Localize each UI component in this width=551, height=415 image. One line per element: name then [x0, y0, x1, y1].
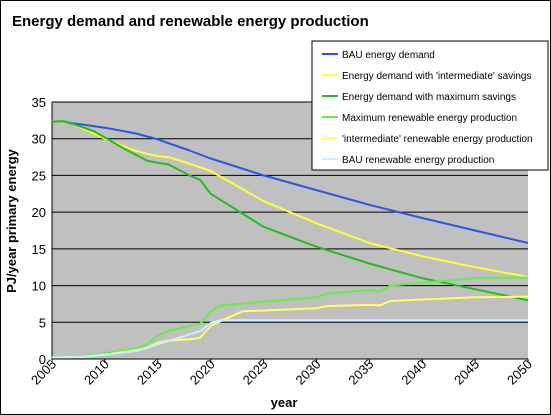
x-tick-label: 2050 [504, 357, 535, 388]
series-line [51, 120, 529, 302]
x-tick-label: 2045 [451, 357, 482, 388]
legend-label: Maximum renewable energy production [342, 113, 517, 124]
x-tick-label: 2020 [187, 357, 218, 388]
legend-label: BAU energy demand [342, 50, 435, 61]
y-tick-label: 10 [32, 279, 46, 294]
x-tick-label: 2040 [398, 357, 429, 388]
x-tick-label: 2015 [134, 357, 165, 388]
legend-label: Energy demand with 'intermediate' saving… [342, 71, 531, 82]
x-tick-label: 2005 [28, 357, 59, 388]
legend-label: BAU renewable energy production [342, 155, 494, 166]
x-tick-label: 2030 [293, 357, 324, 388]
y-tick-label: 30 [32, 132, 46, 147]
legend-label: Energy demand with maximum savings [342, 92, 516, 103]
x-tick-label: 2025 [240, 357, 271, 388]
legend: BAU energy demand Energy demand with 'int… [311, 40, 549, 171]
chart-title: Energy demand and renewable energy produ… [12, 13, 369, 30]
y-tick-label: 35 [32, 95, 46, 110]
series-line [51, 319, 528, 359]
x-tick-label: 2035 [345, 357, 376, 388]
x-tick-label: 2010 [81, 357, 112, 388]
y-tick-label: 15 [32, 242, 46, 257]
y-tick-label: 25 [32, 168, 46, 183]
series-line [51, 120, 529, 278]
y-axis-title: PJ/year primary energy [4, 148, 19, 293]
y-tick-label: 5 [39, 315, 46, 330]
x-axis-title: year [271, 395, 298, 410]
y-tick-label: 0 [39, 352, 46, 367]
legend-box [311, 40, 549, 171]
series-line [51, 120, 529, 244]
series-line [51, 276, 529, 359]
y-tick-label: 20 [32, 205, 46, 220]
legend-label: 'intermediate' renewable energy producti… [342, 134, 533, 145]
